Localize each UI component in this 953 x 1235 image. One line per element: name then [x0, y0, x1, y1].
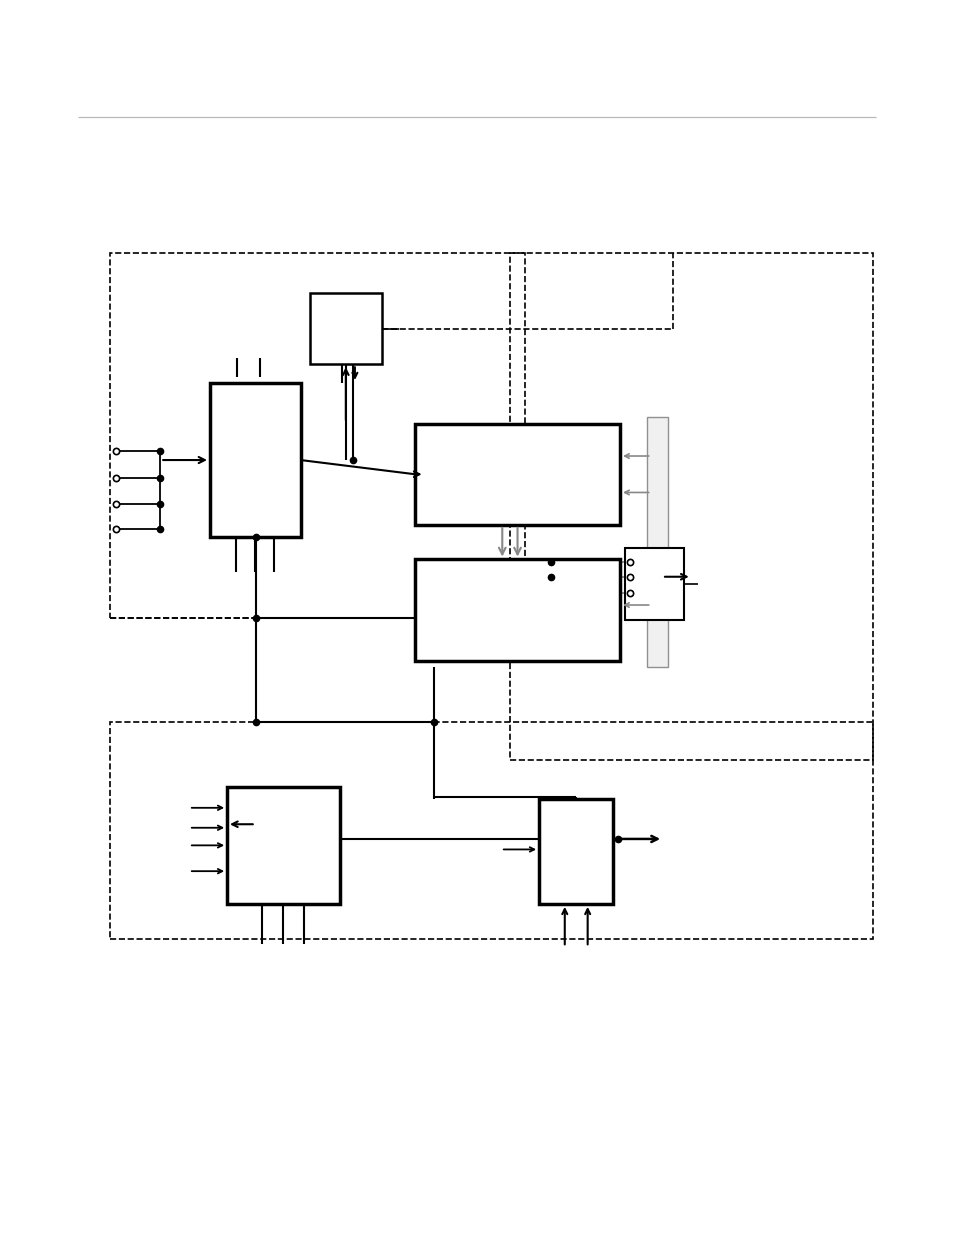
Bar [110, 722, 872, 939]
Bar [415, 559, 619, 661]
Bar [624, 548, 683, 620]
Bar [415, 424, 619, 525]
Bar [227, 787, 339, 904]
Bar [538, 799, 613, 904]
Bar [210, 383, 300, 537]
Bar [510, 253, 872, 760]
Bar [646, 417, 667, 667]
Bar [110, 253, 524, 618]
Bar [310, 293, 381, 364]
